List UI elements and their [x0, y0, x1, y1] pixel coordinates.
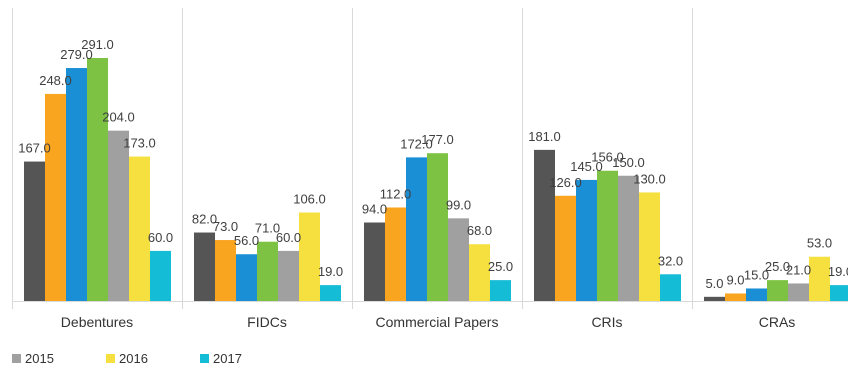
value-label: 9.0	[726, 272, 744, 287]
value-label: 25.0	[488, 259, 513, 274]
value-label: 60.0	[276, 230, 301, 245]
category-label: CRIs	[591, 314, 622, 330]
bar	[150, 250, 171, 301]
bar	[129, 156, 150, 301]
value-label: 60.0	[148, 230, 173, 245]
bar	[215, 240, 236, 301]
bar	[364, 222, 385, 301]
value-label: 5.0	[705, 276, 723, 291]
bar	[66, 68, 87, 301]
legend-item: 2015	[12, 351, 54, 366]
bar	[809, 256, 830, 301]
value-label: 156.0	[591, 150, 624, 165]
legend-item: 2016	[106, 351, 148, 366]
category-label: FIDCs	[247, 314, 287, 330]
value-label: 248.0	[39, 73, 72, 88]
bar	[660, 274, 681, 301]
category-label: CRAs	[759, 314, 796, 330]
bar	[448, 218, 469, 301]
bar	[278, 250, 299, 301]
value-label: 279.0	[60, 47, 93, 62]
bar	[618, 175, 639, 301]
bars	[24, 58, 848, 301]
value-label: 73.0	[213, 219, 238, 234]
value-label: 71.0	[255, 221, 280, 236]
value-label: 291.0	[81, 37, 114, 52]
legend-swatch	[12, 354, 21, 363]
bar	[597, 170, 618, 301]
bar	[704, 296, 725, 301]
value-label: 204.0	[102, 110, 135, 125]
value-label: 94.0	[362, 202, 387, 217]
bar	[576, 179, 597, 301]
value-label: 181.0	[528, 129, 561, 144]
bar	[45, 93, 66, 301]
legend-label: 2017	[213, 351, 242, 366]
legend-label: 2016	[119, 351, 148, 366]
value-label: 130.0	[633, 171, 666, 186]
bar	[534, 149, 555, 301]
bar	[236, 254, 257, 301]
value-label: 173.0	[123, 136, 156, 151]
category-label: Commercial Papers	[376, 314, 499, 330]
value-label: 56.0	[234, 233, 259, 248]
legend-swatch	[200, 354, 209, 363]
value-label: 19.0	[828, 264, 848, 279]
bar	[746, 288, 767, 301]
value-label: 99.0	[446, 197, 471, 212]
bar	[725, 293, 746, 301]
bar	[406, 157, 427, 301]
category-labels: Debentures FIDCs Commercial Papers CRIs CRAs	[61, 314, 795, 330]
bar	[24, 161, 45, 301]
bar	[469, 244, 490, 301]
value-label: 19.0	[318, 264, 343, 279]
value-label: 53.0	[807, 236, 832, 251]
value-label: 167.0	[18, 141, 51, 156]
value-label: 25.0	[765, 259, 790, 274]
bar	[257, 241, 278, 301]
bar	[788, 283, 809, 301]
legend-label: 2015	[25, 351, 54, 366]
value-label: 106.0	[293, 191, 326, 206]
value-label: 150.0	[612, 155, 645, 170]
bar	[767, 280, 788, 301]
bar	[639, 192, 660, 301]
bar	[194, 232, 215, 301]
bar	[299, 212, 320, 301]
bar	[108, 130, 129, 301]
legend-item: 2017	[200, 351, 242, 366]
value-label: 126.0	[549, 175, 582, 190]
legend-swatch	[106, 354, 115, 363]
bar	[385, 207, 406, 301]
bar	[320, 285, 341, 301]
value-label: 145.0	[570, 159, 603, 174]
value-label: 15.0	[744, 267, 769, 282]
bar	[427, 153, 448, 301]
category-dividers	[12, 8, 693, 309]
value-label: 177.0	[421, 132, 454, 147]
bar	[555, 195, 576, 301]
value-label: 172.0	[400, 136, 433, 151]
bar	[830, 285, 848, 301]
bar	[87, 58, 108, 301]
value-label: 82.0	[192, 212, 217, 227]
value-label: 32.0	[658, 253, 683, 268]
category-label: Debentures	[61, 314, 133, 330]
bar	[490, 280, 511, 301]
value-label: 68.0	[467, 223, 492, 238]
value-label: 21.0	[786, 262, 811, 277]
value-label: 112.0	[380, 186, 412, 201]
